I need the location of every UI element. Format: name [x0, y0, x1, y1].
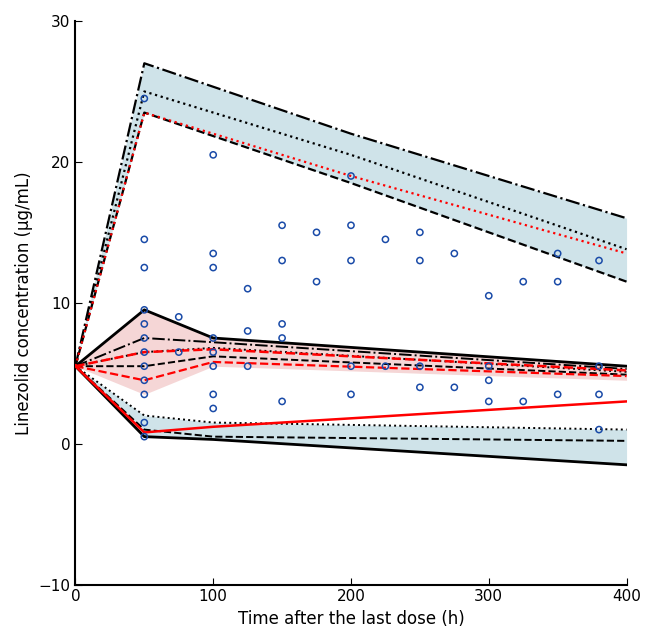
- Point: [277, 255, 287, 266]
- Point: [346, 171, 356, 181]
- Point: [415, 361, 425, 372]
- Point: [243, 326, 253, 336]
- Point: [594, 361, 604, 372]
- Point: [243, 361, 253, 372]
- X-axis label: Time after the last dose (h): Time after the last dose (h): [237, 610, 464, 628]
- Point: [518, 396, 529, 406]
- Point: [139, 319, 150, 329]
- Point: [449, 382, 460, 392]
- Point: [277, 396, 287, 406]
- Point: [483, 361, 494, 372]
- Point: [312, 227, 322, 237]
- Point: [277, 319, 287, 329]
- Point: [312, 276, 322, 287]
- Point: [139, 375, 150, 385]
- Point: [415, 227, 425, 237]
- Point: [277, 220, 287, 230]
- Point: [346, 255, 356, 266]
- Point: [208, 150, 218, 160]
- Point: [483, 396, 494, 406]
- Point: [594, 389, 604, 399]
- Point: [483, 291, 494, 301]
- Point: [139, 305, 150, 315]
- Point: [208, 333, 218, 343]
- Point: [277, 333, 287, 343]
- Point: [415, 255, 425, 266]
- Point: [208, 403, 218, 413]
- Point: [346, 389, 356, 399]
- Point: [139, 347, 150, 358]
- Point: [208, 248, 218, 258]
- Point: [449, 248, 460, 258]
- Point: [243, 284, 253, 294]
- Point: [208, 389, 218, 399]
- Point: [173, 347, 184, 358]
- Point: [346, 361, 356, 372]
- Point: [139, 417, 150, 428]
- Point: [173, 312, 184, 322]
- Point: [139, 389, 150, 399]
- Point: [552, 248, 563, 258]
- Point: [208, 262, 218, 273]
- Point: [139, 262, 150, 273]
- Point: [415, 382, 425, 392]
- Y-axis label: Linezolid concentration (μg/mL): Linezolid concentration (μg/mL): [15, 171, 33, 435]
- Point: [139, 431, 150, 442]
- Point: [139, 361, 150, 372]
- Point: [208, 361, 218, 372]
- Point: [594, 255, 604, 266]
- Point: [139, 234, 150, 244]
- Point: [552, 389, 563, 399]
- Point: [380, 361, 391, 372]
- Point: [380, 234, 391, 244]
- Point: [139, 333, 150, 343]
- Point: [483, 375, 494, 385]
- Point: [208, 347, 218, 358]
- Point: [552, 276, 563, 287]
- Point: [594, 424, 604, 435]
- Point: [139, 93, 150, 104]
- Point: [346, 220, 356, 230]
- Point: [518, 276, 529, 287]
